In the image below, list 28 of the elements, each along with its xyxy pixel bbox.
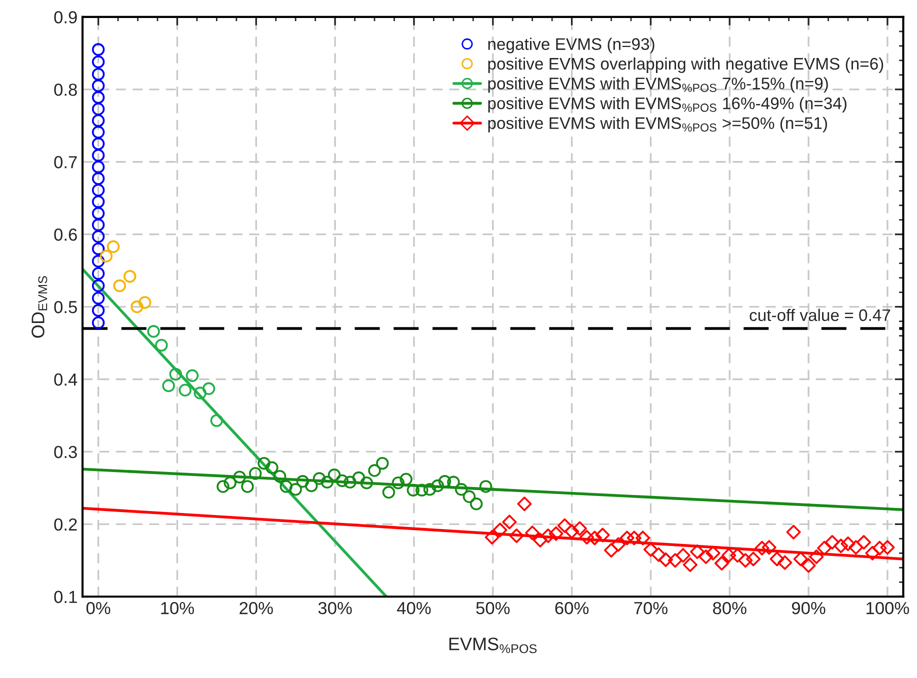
x-tick-label: 80% xyxy=(713,602,746,614)
legend-label: positive EVMS with EVMS$_{%POS}$ 16%-49% (n=34) xyxy=(488,96,846,113)
y-axis-title: OD$_{EVMS}$ xyxy=(32,276,48,338)
x-axis-title: EVMS$_{%POS}$ xyxy=(449,638,537,654)
y-tick-label: 0.2 xyxy=(54,518,77,531)
x-tick-label: 30% xyxy=(318,602,352,614)
x-tick-label: 60% xyxy=(555,602,589,614)
y-tick-label: 0.5 xyxy=(54,300,77,314)
x-tick-label: 50% xyxy=(476,602,510,614)
x-tick-label: 100% xyxy=(866,602,910,614)
y-tick-label: 0.9 xyxy=(54,11,77,24)
legend-label: positive EVMS with EVMS$_{%POS}$ 7%-15% (n=9) xyxy=(488,77,828,93)
ref-line-label: cut-off value = 0.47 xyxy=(750,308,890,322)
y-tick-label: 0.8 xyxy=(54,84,77,96)
x-tick-label: 20% xyxy=(240,602,273,614)
y-tick-label: 0.6 xyxy=(54,228,77,241)
y-tick-label: 0.1 xyxy=(54,590,77,604)
legend-label: positive EVMS overlapping with negative EVMS (n=6) xyxy=(488,57,884,73)
y-tick-label: 0.3 xyxy=(54,446,77,458)
legend-label: positive EVMS with EVMS$_{%POS}$ >=50% (n=51) xyxy=(488,116,828,132)
legend-label: negative EVMS (n=93) xyxy=(488,38,654,54)
x-tick-label: 90% xyxy=(792,602,826,614)
x-tick-label: 0% xyxy=(86,602,110,614)
x-tick-label: 70% xyxy=(634,602,668,614)
y-tick-label: 0.4 xyxy=(54,373,78,386)
x-tick-label: 10% xyxy=(161,602,194,614)
y-tick-label: 0.7 xyxy=(54,156,77,168)
x-tick-label: 40% xyxy=(397,602,431,614)
